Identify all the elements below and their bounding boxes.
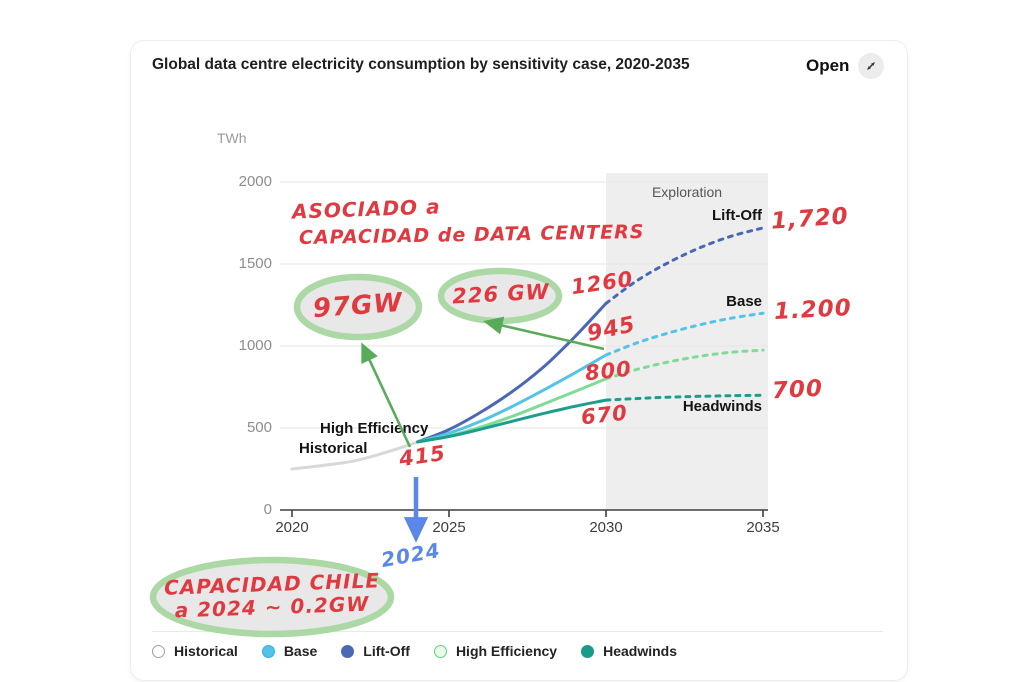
series-line-headwinds (416, 398, 608, 444)
legend-item-historical[interactable]: Historical (152, 643, 238, 659)
legend-item-lift-off[interactable]: Lift-Off (341, 643, 410, 659)
y-axis-unit-label: TWh (217, 130, 247, 146)
x-tick-label: 2030 (589, 519, 623, 536)
annotation-1720: 1,720 (770, 203, 850, 235)
legend-dot-base (261, 644, 275, 658)
legend-label-historical: Historical (174, 643, 238, 659)
legend-label-base: Base (283, 643, 318, 659)
green-arrow-to-226gw (483, 316, 605, 351)
x-tick-label: 2020 (275, 519, 309, 536)
legend-item-base[interactable]: Base (261, 643, 318, 659)
legend-dot-lift-off (341, 644, 355, 658)
legend-dot-high-efficiency (433, 644, 447, 658)
annotation-1200: 1.200 (773, 294, 853, 326)
curve-label-lift-off: Lift-Off (712, 207, 762, 224)
highlight-ellipse-97gw (293, 273, 423, 341)
curve-label-headwinds: Headwinds (682, 398, 762, 415)
annotation-700: 700 (771, 375, 824, 405)
legend-label-headwinds: Headwinds (603, 643, 677, 659)
legend-item-high-efficiency[interactable]: High Efficiency (433, 643, 558, 659)
y-tick-label: 0 (263, 501, 272, 518)
series-line-headwinds-projection (604, 393, 765, 402)
series-line-base (416, 353, 608, 444)
x-tick-label: 2035 (746, 519, 780, 536)
chart-title: Global data centre electricity consumpti… (152, 56, 690, 73)
y-tick-label: 2000 (238, 173, 272, 190)
y-tick-label: 1500 (238, 255, 272, 272)
exploration-region (606, 173, 768, 510)
expand-icon[interactable] (858, 53, 885, 79)
series-line-base-projection (604, 311, 765, 357)
y-tick-label: 500 (246, 419, 272, 436)
chart-legend: Historical Base Lift-Off High Efficiency… (152, 643, 677, 659)
x-tick-label: 2025 (432, 519, 466, 536)
curve-label-historical: Historical (299, 440, 368, 457)
curve-label-base: Base (726, 293, 762, 310)
open-button-label: Open (806, 56, 850, 75)
annotation-800: 800 (583, 356, 633, 386)
y-tick-label: 1000 (238, 337, 272, 354)
series-line-high-efficiency-projection (604, 348, 765, 381)
legend-item-headwinds[interactable]: Headwinds (581, 643, 677, 659)
curve-label-high-efficiency: High Efficiency (320, 420, 429, 437)
legend-label-lift-off: Lift-Off (363, 643, 410, 659)
series-line-lift-off (416, 301, 608, 444)
annotation-670: 670 (579, 400, 629, 430)
green-arrow-to-97gw (361, 342, 412, 448)
legend-dot-historical (152, 644, 165, 658)
legend-divider (152, 631, 883, 632)
series-line-lift-off-projection (604, 226, 765, 305)
exploration-region-label: Exploration (651, 184, 723, 200)
highlight-ellipse-chile (149, 556, 395, 638)
series-line-historical (290, 440, 420, 471)
legend-dot-headwinds (581, 644, 595, 658)
legend-label-high-efficiency: High Efficiency (455, 643, 558, 659)
open-button[interactable]: Open (806, 53, 885, 79)
